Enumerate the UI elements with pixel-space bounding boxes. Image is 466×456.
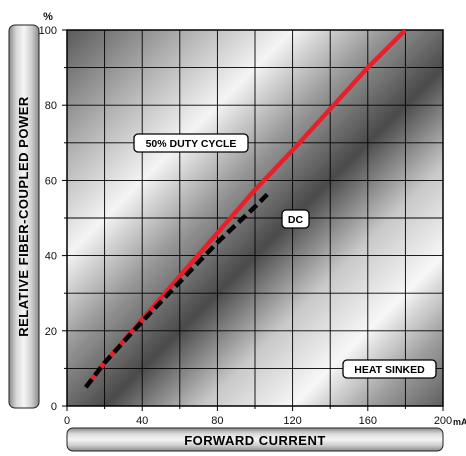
x-tick-label: 40 <box>136 415 148 427</box>
annotation-duty-cycle: 50% DUTY CYCLE <box>133 133 249 153</box>
y-tick-labels: 0 20 40 60 80 100 <box>39 25 67 413</box>
y-axis-title-box <box>8 24 40 409</box>
annotation-duty-cycle-box <box>133 133 249 153</box>
annotation-dc-box <box>281 209 310 229</box>
y-tick-label: 80 <box>45 100 57 112</box>
series-group <box>84 30 407 389</box>
annotation-heat-sinked: HEAT SINKED <box>342 359 437 379</box>
y-axis-title: RELATIVE FIBER-COUPLED POWER <box>16 96 31 337</box>
y-tick-label: 20 <box>45 326 57 338</box>
annotation-dc: DC <box>281 209 310 229</box>
x-tick-label: 0 <box>64 415 70 427</box>
x-unit-label: mA <box>453 417 466 427</box>
annotation-duty-cycle-text: 50% DUTY CYCLE <box>146 138 237 150</box>
series-line-dc <box>84 190 272 389</box>
y-tick-label: 0 <box>51 401 57 413</box>
x-tick-label: 80 <box>211 415 223 427</box>
x-axis-title: FORWARD CURRENT <box>184 433 326 448</box>
grid <box>67 30 443 406</box>
annotation-heat-sinked-text: HEAT SINKED <box>354 364 425 376</box>
x-tick-label: 200 <box>434 415 452 427</box>
y-tick-label: 60 <box>45 175 57 187</box>
annotation-heat-sinked-box <box>342 359 437 379</box>
y-unit-label: % <box>43 11 53 23</box>
x-axis-title-box <box>66 427 444 452</box>
x-tick-label: 160 <box>359 415 377 427</box>
x-tick-label: 120 <box>283 415 301 427</box>
annotation-dc-text: DC <box>288 214 304 226</box>
series-line-duty-cycle <box>84 30 407 389</box>
x-tick-labels: 0 40 80 120 160 200 <box>64 406 452 427</box>
y-tick-label: 40 <box>45 251 57 263</box>
y-tick-label: 100 <box>39 25 57 37</box>
